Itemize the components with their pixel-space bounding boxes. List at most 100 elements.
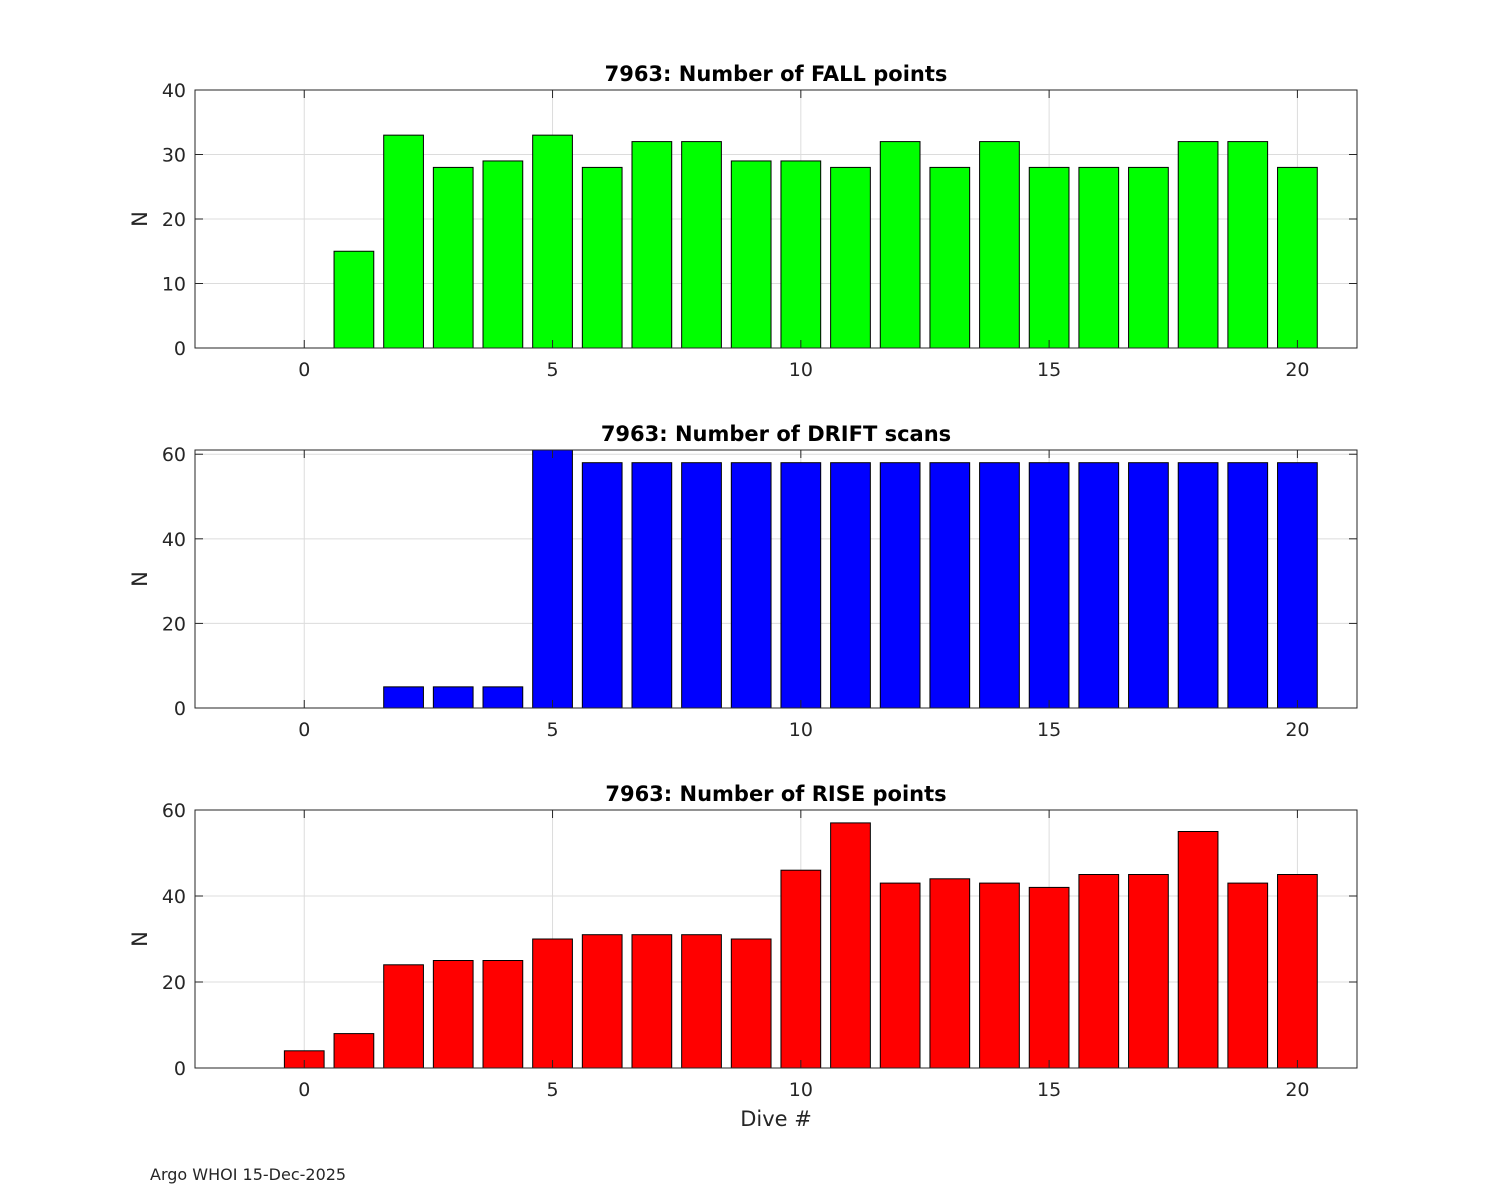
bar xyxy=(383,686,424,709)
x-axis-label: Dive # xyxy=(740,1107,812,1131)
y-tick-label: 40 xyxy=(162,529,186,551)
bar xyxy=(780,160,822,349)
chart-title: 7963: Number of RISE points xyxy=(605,782,946,806)
y-tick-label: 0 xyxy=(174,698,186,720)
bar xyxy=(929,878,971,1069)
bar xyxy=(581,166,623,349)
bar xyxy=(482,960,524,1069)
bar xyxy=(681,141,722,349)
x-tick-label: 0 xyxy=(298,359,310,381)
bar xyxy=(1277,166,1318,349)
y-tick-label: 60 xyxy=(162,444,186,466)
chart-panel-3: 0 5 10 15 20 0 20 40 60 7963: Number of RISE poin… xyxy=(128,782,1358,1131)
bar xyxy=(1177,462,1219,709)
bar xyxy=(681,462,722,709)
axes-frame xyxy=(194,449,1358,709)
bar xyxy=(1028,166,1070,349)
bar xyxy=(1128,166,1169,349)
y-tick-label: 60 xyxy=(162,800,186,822)
bar xyxy=(681,934,722,1069)
bar xyxy=(730,462,772,709)
bar xyxy=(1078,462,1120,709)
bar xyxy=(482,686,524,709)
bar xyxy=(383,134,424,349)
bar xyxy=(631,934,673,1069)
axes-frame xyxy=(194,809,1358,1069)
bar xyxy=(1277,462,1318,709)
bar xyxy=(631,462,673,709)
y-tick-label: 20 xyxy=(162,972,186,994)
y-tick-label: 10 xyxy=(162,274,186,296)
y-tick-label: 20 xyxy=(162,613,186,635)
x-tick-label: 15 xyxy=(1037,1079,1061,1101)
bar xyxy=(532,134,573,349)
bar xyxy=(780,869,822,1069)
x-tick-label: 0 xyxy=(298,1079,310,1101)
bar xyxy=(333,1033,375,1069)
bar xyxy=(432,686,474,709)
x-tick-label: 20 xyxy=(1285,359,1309,381)
x-tick-label: 0 xyxy=(298,719,310,741)
bar xyxy=(730,938,772,1069)
bar xyxy=(1177,831,1219,1069)
bar xyxy=(581,462,623,709)
bar xyxy=(830,166,871,349)
y-axis-label: N xyxy=(128,211,152,227)
chart-title: 7963: Number of DRIFT scans xyxy=(601,422,951,446)
bar xyxy=(730,160,772,349)
x-tick-label: 15 xyxy=(1037,719,1061,741)
chart-panel-2: 0 5 10 15 20 0 20 40 60 7963: Number of DRIFT sca… xyxy=(128,422,1358,741)
bar xyxy=(1028,462,1070,709)
y-axis-label: N xyxy=(128,931,152,947)
y-tick-label: 0 xyxy=(174,1058,186,1080)
bar xyxy=(432,166,474,349)
bar xyxy=(333,250,375,349)
bar xyxy=(1028,886,1070,1069)
x-tick-label: 5 xyxy=(546,1079,558,1101)
bar xyxy=(780,462,822,709)
bar xyxy=(929,166,971,349)
bar xyxy=(1078,166,1120,349)
chart-panel-1: 0 5 10 15 20 0 10 20 30 40 7963: Number of FALL po… xyxy=(128,62,1358,381)
bar xyxy=(929,462,971,709)
bar xyxy=(383,964,424,1069)
bar xyxy=(830,462,871,709)
bar xyxy=(532,938,573,1069)
x-tick-label: 15 xyxy=(1037,359,1061,381)
bar xyxy=(631,141,673,349)
bar xyxy=(979,882,1020,1069)
bar xyxy=(1277,874,1318,1069)
bar xyxy=(879,141,921,349)
x-tick-label: 5 xyxy=(546,719,558,741)
x-tick-label: 5 xyxy=(546,359,558,381)
x-tick-label: 20 xyxy=(1285,719,1309,741)
bar xyxy=(1128,874,1169,1069)
bar xyxy=(1227,141,1269,349)
y-axis-label: N xyxy=(128,571,152,587)
bar xyxy=(1078,874,1120,1069)
bar xyxy=(432,960,474,1069)
chart-title: 7963: Number of FALL points xyxy=(605,62,948,86)
x-tick-label: 10 xyxy=(789,1079,813,1101)
x-tick-label: 10 xyxy=(789,359,813,381)
y-tick-label: 20 xyxy=(162,209,186,231)
bar xyxy=(482,160,524,349)
bar xyxy=(879,882,921,1069)
bar xyxy=(1227,882,1269,1069)
bar xyxy=(1128,462,1169,709)
x-tick-label: 10 xyxy=(789,719,813,741)
bar xyxy=(581,934,623,1069)
y-tick-label: 40 xyxy=(162,886,186,908)
bar xyxy=(830,822,871,1069)
bar xyxy=(979,462,1020,709)
bar xyxy=(532,449,573,709)
bar xyxy=(979,141,1020,349)
x-tick-label: 20 xyxy=(1285,1079,1309,1101)
y-tick-label: 40 xyxy=(162,80,186,102)
y-tick-label: 30 xyxy=(162,145,186,167)
bar xyxy=(879,462,921,709)
y-tick-label: 0 xyxy=(174,338,186,360)
footer-credit: Argo WHOI 15-Dec-2025 xyxy=(150,1165,347,1184)
bar xyxy=(1177,141,1219,349)
